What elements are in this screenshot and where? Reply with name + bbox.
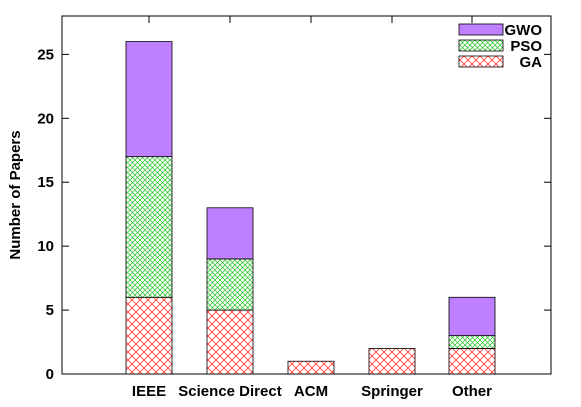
bar-pso-other: [448, 335, 496, 349]
bar-ga-science-direct: [206, 309, 254, 375]
bar-gwo-science-direct: [206, 207, 254, 260]
bar-ga-springer: [368, 348, 416, 375]
y-axis-title: Number of Papers: [7, 130, 24, 259]
bar-ga-other: [448, 348, 496, 375]
legend-label-pso: PSO: [510, 38, 542, 55]
y-tick-label: 15: [37, 174, 54, 191]
bar-ga-ieee: [125, 296, 173, 375]
y-axis: 0 5 10 15 20 25: [37, 46, 551, 383]
x-axis: IEEE Science Direct ACM Springer Other: [132, 16, 492, 400]
legend-swatch-gwo: [458, 23, 504, 36]
y-tick-label: 20: [37, 110, 54, 127]
x-tick-label: Other: [452, 383, 492, 400]
y-tick-label: 25: [37, 46, 54, 63]
legend-label-gwo: GWO: [505, 22, 543, 39]
x-tick-label: Springer: [361, 383, 423, 400]
y-tick-label: 5: [46, 302, 54, 319]
legend: GWO PSO GA: [458, 22, 543, 71]
legend-label-ga: GA: [520, 54, 543, 71]
bars: [125, 41, 496, 375]
bar-pso-ieee: [125, 156, 173, 298]
bar-gwo-other: [448, 296, 496, 337]
x-tick-label: Science Direct: [178, 383, 281, 400]
bar-ga-acm: [287, 360, 335, 375]
x-tick-label: IEEE: [132, 383, 166, 400]
x-tick-label: ACM: [294, 383, 328, 400]
legend-swatch-pso: [458, 39, 504, 52]
y-tick-label: 10: [37, 238, 54, 255]
y-tick-label: 0: [46, 366, 54, 383]
legend-swatch-ga: [458, 55, 504, 68]
bar-pso-science-direct: [206, 258, 254, 311]
bar-gwo-ieee: [125, 41, 173, 158]
